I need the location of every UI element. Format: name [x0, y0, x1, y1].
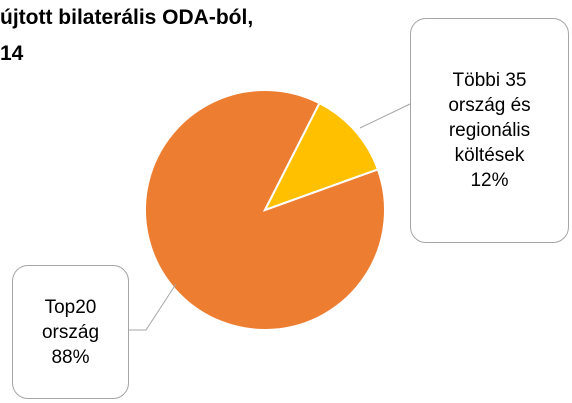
- value-label: 88%: [51, 346, 90, 368]
- value-label: 12%: [470, 170, 509, 191]
- category-label: Többi 35 ország és regionális költések: [448, 70, 531, 166]
- pie-slice: [262, 101, 380, 212]
- leader-line: [359, 103, 411, 129]
- data-label-box: Többi 35 ország és regionális költések 12…: [410, 18, 569, 243]
- data-label-box: Top20 ország 88%: [12, 265, 129, 399]
- category-label: Top20 ország: [41, 296, 100, 343]
- leader-line: [128, 283, 177, 331]
- chart-title: 14: [0, 42, 24, 65]
- chart-title: újtott bilaterális ODA-ból,: [0, 6, 254, 29]
